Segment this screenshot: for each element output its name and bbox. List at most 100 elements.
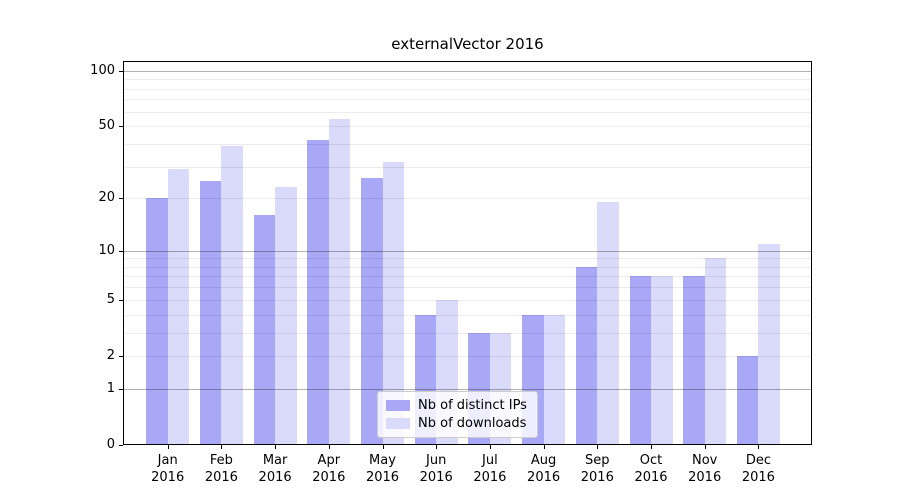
y-tick-label: 5 xyxy=(106,291,115,307)
x-tick-month: Jan xyxy=(157,453,178,468)
x-tick-label: Mar 2016 xyxy=(240,452,310,486)
x-tick-label: Aug 2016 xyxy=(509,452,579,486)
x-tick-year: 2016 xyxy=(634,470,668,485)
x-tick-label: Nov 2016 xyxy=(670,452,740,486)
y-tick-mark xyxy=(119,70,123,72)
x-tick-mark xyxy=(489,445,491,449)
bar-downloads-2 xyxy=(275,187,297,445)
x-tick-mark xyxy=(651,445,652,449)
x-tick-label: May 2016 xyxy=(348,452,418,486)
gridline-minor xyxy=(123,126,812,128)
bar-downloads-10 xyxy=(704,258,727,445)
x-tick-mark xyxy=(221,445,223,449)
gridline-minor xyxy=(123,79,812,81)
bar-ips-0 xyxy=(146,198,168,445)
y-tick-label: 1 xyxy=(106,380,115,396)
gridline-minor xyxy=(123,299,812,301)
x-tick-label: Jul 2016 xyxy=(455,452,525,486)
x-tick-month: Feb xyxy=(209,453,233,468)
gridline-minor xyxy=(123,111,812,113)
gridline-minor xyxy=(123,88,812,90)
x-tick-year: 2016 xyxy=(419,470,453,485)
gridline-minor xyxy=(123,314,812,316)
x-tick-mark xyxy=(597,445,599,449)
y-tick-mark xyxy=(119,299,123,301)
bar-downloads-8 xyxy=(597,202,619,445)
gridline-minor xyxy=(123,99,812,101)
x-tick-year: 2016 xyxy=(258,470,292,485)
bar-ips-10 xyxy=(683,276,705,445)
x-tick-mark xyxy=(167,445,169,449)
gridline-minor xyxy=(123,258,812,260)
y-tick-mark xyxy=(119,388,123,390)
gridline-minor xyxy=(123,276,812,278)
gridline-minor xyxy=(123,287,812,289)
x-tick-label: Apr 2016 xyxy=(294,452,364,486)
x-tick-month: Oct xyxy=(639,453,663,468)
x-tick-mark xyxy=(436,445,438,449)
legend-swatch-distinct-ips xyxy=(386,400,410,411)
gridline-major xyxy=(123,70,812,72)
y-tick-label: 100 xyxy=(90,62,115,78)
x-tick-year: 2016 xyxy=(473,470,507,485)
bar-ips-4 xyxy=(361,177,383,445)
y-tick-label: 0 xyxy=(106,437,115,452)
bar-downloads-3 xyxy=(328,118,351,445)
x-tick-label: Sep 2016 xyxy=(562,452,632,486)
x-tick-month: May xyxy=(369,453,396,468)
gridline-minor xyxy=(123,198,812,200)
gridline-minor xyxy=(123,355,812,357)
gridline-minor xyxy=(123,166,812,168)
gridline-minor xyxy=(123,332,812,334)
x-tick-month: Apr xyxy=(317,453,341,468)
bar-ips-1 xyxy=(199,180,222,445)
x-tick-month: Sep xyxy=(585,453,610,468)
x-tick-mark xyxy=(704,445,706,449)
x-tick-month: Jul xyxy=(482,453,498,468)
gridline-major xyxy=(123,250,812,252)
bar-downloads-0 xyxy=(167,169,190,445)
legend-swatch-downloads xyxy=(386,418,410,429)
plot-area xyxy=(123,61,812,445)
x-tick-year: 2016 xyxy=(527,470,561,485)
bar-downloads-4 xyxy=(382,161,404,445)
gridlines-layer xyxy=(123,61,812,445)
y-tick-mark xyxy=(119,250,123,252)
x-tick-mark xyxy=(543,445,545,449)
chart-title: externalVector 2016 xyxy=(391,35,544,53)
x-tick-month: Aug xyxy=(530,453,557,468)
gridline-minor xyxy=(123,266,812,268)
x-tick-year: 2016 xyxy=(741,470,775,485)
bar-ips-9 xyxy=(629,276,651,445)
x-tick-month: Mar xyxy=(262,453,288,468)
legend: Nb of distinct IPs Nb of downloads xyxy=(377,391,538,438)
bar-ips-3 xyxy=(307,140,329,445)
bar-ips-11 xyxy=(736,355,759,445)
gridline-minor xyxy=(123,143,812,145)
legend-label-distinct-ips: Nb of distinct IPs xyxy=(418,398,527,413)
x-tick-label: Dec 2016 xyxy=(723,452,793,486)
x-tick-mark xyxy=(382,445,384,449)
y-tick-label: 2 xyxy=(106,347,115,363)
y-tick-mark xyxy=(119,198,123,200)
legend-item-downloads: Nb of downloads xyxy=(386,416,527,431)
bar-ips-2 xyxy=(253,215,276,445)
x-tick-month: Nov xyxy=(692,453,718,468)
x-tick-mark xyxy=(758,445,760,449)
y-tick-mark xyxy=(119,126,123,128)
y-tick-label: 50 xyxy=(98,118,115,134)
gridline-major xyxy=(123,388,812,390)
x-tick-month: Jun xyxy=(426,453,447,468)
y-tick-label: 20 xyxy=(98,190,115,206)
y-tick-mark xyxy=(119,355,123,357)
bar-downloads-11 xyxy=(758,243,780,445)
x-tick-year: 2016 xyxy=(204,470,238,485)
x-tick-year: 2016 xyxy=(580,470,614,485)
x-tick-month: Dec xyxy=(745,453,771,468)
legend-label-downloads: Nb of downloads xyxy=(418,416,527,431)
x-tick-mark xyxy=(275,445,277,449)
y-tick-label: 10 xyxy=(98,242,115,258)
x-tick-year: 2016 xyxy=(151,470,185,485)
x-tick-year: 2016 xyxy=(365,470,400,485)
